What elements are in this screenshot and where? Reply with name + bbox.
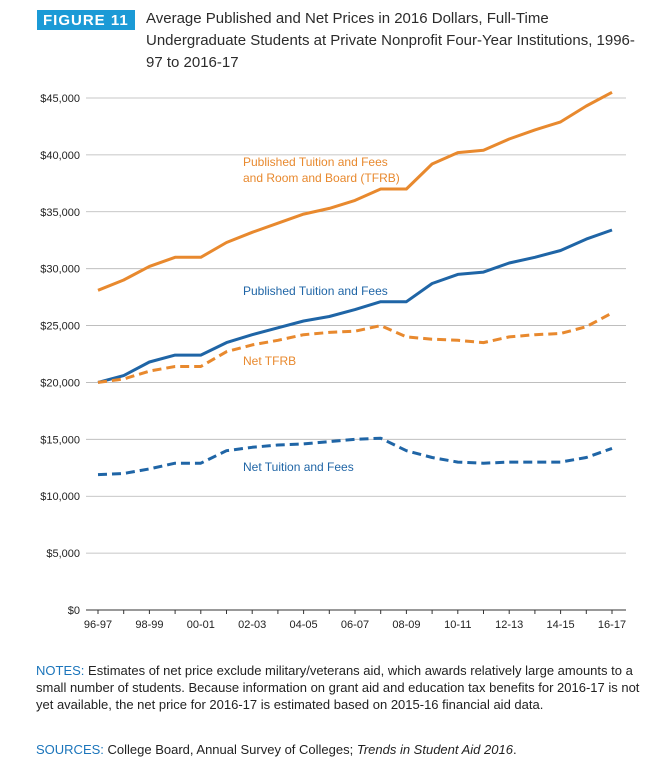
chart-title: Average Published and Net Prices in 2016… (146, 10, 635, 71)
series-label: and Room and Board (TFRB) (243, 171, 400, 185)
y-tick-label: $25,000 (40, 321, 80, 333)
notes: NOTES: Estimates of net price exclude mi… (36, 662, 646, 713)
series-label: Net Tuition and Fees (243, 460, 354, 474)
series-line-net-tuition-and-fees (97, 436, 613, 477)
x-tick-label: 96-97 (84, 619, 112, 631)
x-tick-label: 00-01 (187, 619, 215, 631)
x-tick-label: 16-17 (598, 619, 626, 631)
y-tick-label: $20,000 (40, 377, 80, 389)
notes-label: NOTES: (36, 663, 85, 678)
sources-italic: Trends in Student Aid 2016 (356, 742, 513, 757)
y-tick-label: $15,000 (40, 434, 80, 446)
series-line-published-tuition-and-fees (97, 228, 613, 384)
x-tick-label: 02-03 (238, 619, 266, 631)
series-lines (97, 90, 613, 477)
sources-end: . (512, 742, 517, 757)
figure-badge: FIGURE 11 (37, 10, 135, 30)
y-tick-label: $10,000 (40, 491, 80, 503)
series-line-published-tuition-and-fees-and-room-and-board-tfrb (97, 90, 613, 292)
sources-label: SOURCES: (36, 742, 104, 757)
series-line-net-tfrb (97, 311, 613, 384)
x-tick-label: 14-15 (547, 619, 575, 631)
y-tick-label: $0 (68, 605, 80, 617)
x-tick-label: 04-05 (290, 619, 318, 631)
series-label: Net TFRB (243, 354, 296, 368)
x-tick-label: 98-99 (135, 619, 163, 631)
series-label: Published Tuition and Fees (243, 284, 388, 298)
y-tick-label: $35,000 (40, 207, 80, 219)
x-tick-label: 12-13 (495, 619, 523, 631)
y-tick-label: $30,000 (40, 264, 80, 276)
line-chart: $0 $5,000 $10,000 $15,000 $20,000 $25,000 $30,… (40, 90, 626, 631)
x-tick-label: 10-11 (444, 619, 471, 631)
series-labels: Published Tuition and Fees and Room and B… (243, 155, 400, 474)
notes-text: Estimates of net price exclude military/… (36, 663, 640, 712)
x-tick-label: 06-07 (341, 619, 369, 631)
y-tick-label: $40,000 (40, 150, 80, 162)
sources-text: College Board, Annual Survey of Colleges… (103, 742, 357, 757)
x-tick-label: 08-09 (392, 619, 420, 631)
sources: SOURCES: College Board, Annual Survey of… (36, 741, 646, 758)
axes: $0 $5,000 $10,000 $15,000 $20,000 $25,000 $30,… (40, 93, 626, 631)
gridlines (86, 97, 626, 554)
y-tick-label: $45,000 (40, 93, 80, 105)
series-label: Published Tuition and Fees (243, 155, 388, 169)
y-tick-label: $5,000 (46, 548, 80, 560)
